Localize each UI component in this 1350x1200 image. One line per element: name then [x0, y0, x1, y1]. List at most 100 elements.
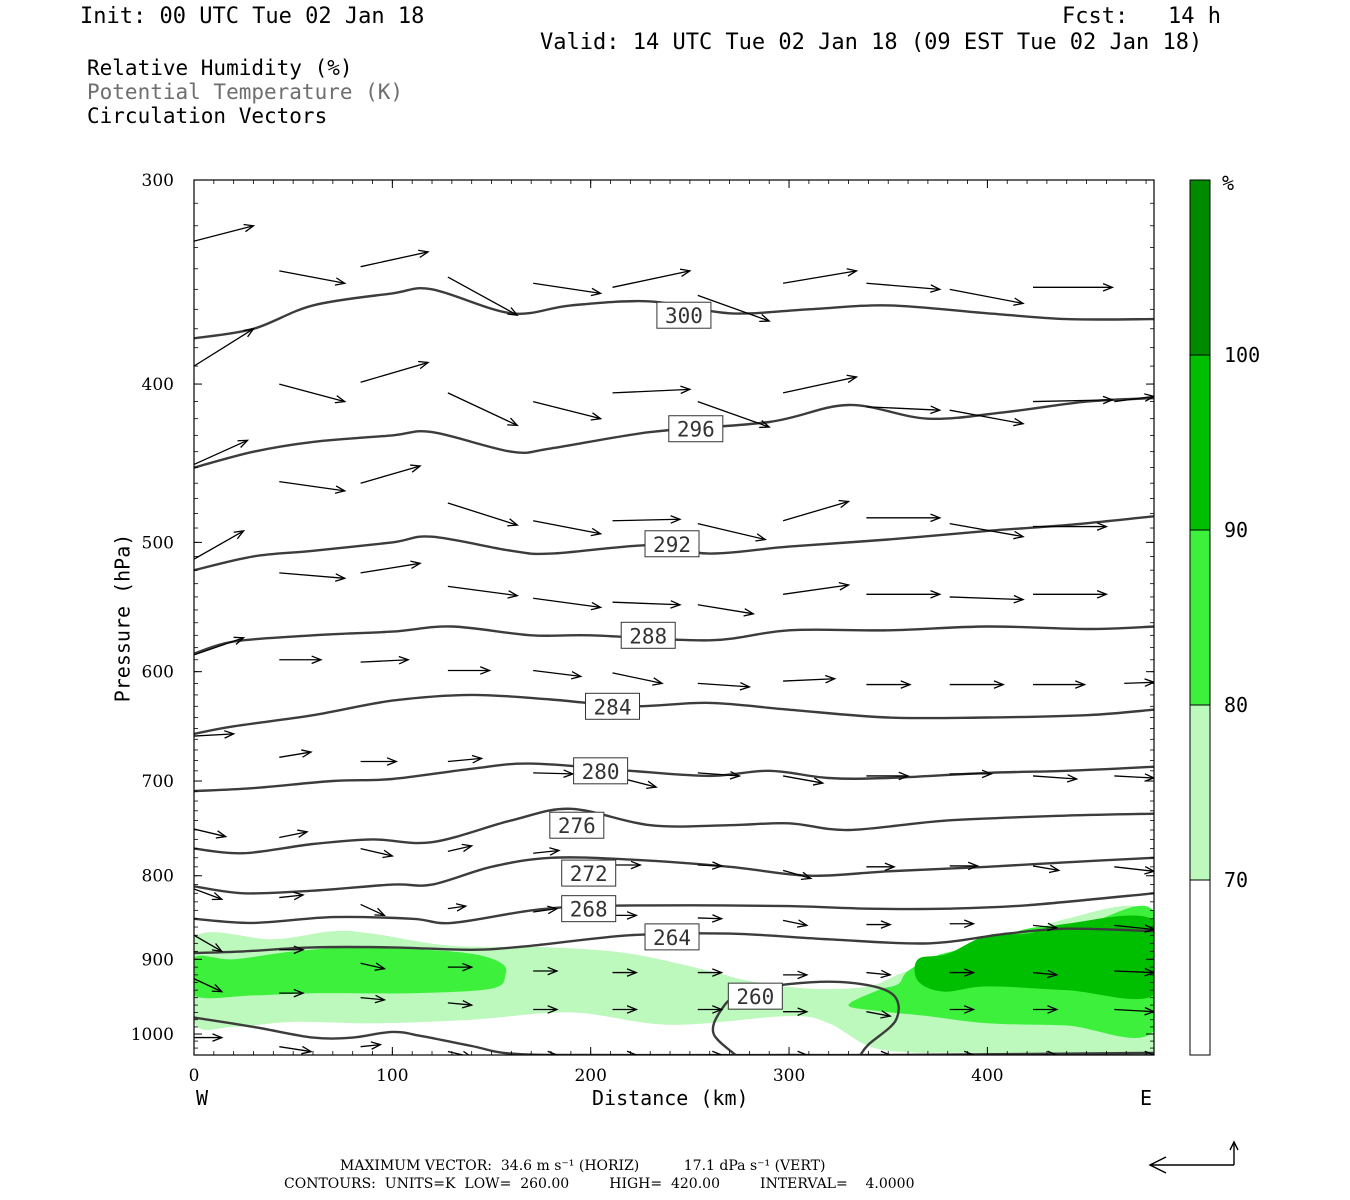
theta-contour-272 — [194, 856, 1154, 895]
vector-arrow — [447, 843, 474, 853]
vector-arrow — [1033, 1050, 1059, 1055]
theta-contour-288 — [194, 625, 1154, 655]
y-tick-label: 700 — [142, 772, 174, 792]
vector-arrow — [1032, 395, 1115, 405]
contour-label-284: 284 — [585, 692, 641, 720]
contour-info: CONTOURS: UNITS=K LOW= 260.00 HIGH= 420.… — [284, 1176, 915, 1192]
theta-contour-260 — [194, 1016, 1154, 1055]
vector-arrow — [194, 223, 256, 242]
vector-arrow — [447, 754, 484, 764]
vector-arrow — [279, 829, 309, 839]
vector-arrow — [612, 1005, 639, 1014]
vector-arrow — [782, 869, 813, 881]
vector-arrow — [360, 249, 430, 268]
colorbar: 70 80 90 100% — [1189, 171, 1260, 1056]
x-tick-label: 0 — [189, 1066, 200, 1086]
vector-arrow — [612, 968, 639, 977]
vector-arrow — [866, 589, 942, 599]
vector-arrow — [1032, 774, 1079, 783]
vector-arrow — [279, 1045, 313, 1055]
plot-frame — [193, 179, 1155, 1056]
vector-arrow — [697, 604, 756, 617]
vector-arrow — [360, 757, 399, 766]
vector-arrow — [1114, 1050, 1154, 1055]
x-axis-right-label: E — [1140, 1086, 1153, 1110]
vector-arrow — [612, 911, 639, 920]
vector-arrow — [866, 282, 942, 293]
vector-arrow — [447, 585, 520, 599]
vector-arrow — [782, 374, 859, 394]
vector-arrow — [194, 327, 255, 367]
vector-arrow — [866, 1010, 892, 1019]
contour-label-text: 268 — [570, 898, 608, 922]
vector-arrow — [1032, 864, 1061, 874]
contour-label-text: 272 — [570, 862, 608, 886]
vector-arrow — [949, 1005, 976, 1014]
vector-arrow — [279, 270, 347, 286]
vector-arrow — [360, 360, 430, 383]
vector-arrow — [866, 1050, 892, 1055]
forecast-hour: Fcst: 14 h — [1062, 4, 1221, 29]
vector-arrow — [697, 861, 724, 870]
rh-region-80-90 — [194, 947, 507, 999]
vector-arrow — [533, 282, 603, 297]
vector-arrow — [697, 400, 771, 429]
colorbar-unit: % — [1222, 171, 1234, 195]
vector-arrow — [612, 515, 682, 524]
contour-label-text: 264 — [653, 926, 691, 950]
vector-arrow — [1033, 589, 1109, 599]
vector-arrow — [1033, 283, 1115, 292]
vector-arrow — [447, 392, 519, 427]
vector-arrow — [1114, 865, 1154, 875]
vector-arrow — [697, 1050, 724, 1055]
vector-arrow — [447, 502, 519, 527]
colorbar-segment — [1190, 880, 1210, 1055]
vector-arrow — [447, 276, 519, 317]
vector-arrow — [949, 968, 976, 977]
contour-label-280: 280 — [573, 757, 629, 785]
vector-arrow — [360, 1041, 383, 1050]
vector-arrow — [360, 464, 422, 484]
x-axis-title: Distance (km) — [592, 1086, 749, 1110]
contour-label-text: 276 — [558, 814, 596, 838]
vector-arrow — [533, 669, 583, 680]
vector-arrow — [949, 409, 1025, 427]
vector-arrow — [783, 1007, 809, 1017]
contour-label-268: 268 — [561, 895, 617, 923]
vector-arrow — [1124, 678, 1154, 687]
vector-arrow — [1033, 1005, 1059, 1014]
contour-label-text: 292 — [653, 533, 691, 557]
vector-arrow — [866, 862, 896, 872]
vector-arrow — [194, 730, 236, 739]
max-vector-arrow-icon — [1148, 1140, 1239, 1174]
vector-arrow — [612, 860, 643, 870]
contour-label-260: 260 — [727, 982, 783, 1010]
vector-arrow — [279, 749, 313, 758]
contour-label-text: 296 — [677, 418, 715, 442]
vector-arrow — [447, 903, 468, 912]
vector-arrow — [782, 268, 859, 284]
vector-arrow — [194, 439, 250, 466]
x-tick-label: 200 — [574, 1066, 606, 1086]
colorbar-segment — [1190, 355, 1210, 530]
vector-arrow — [1032, 969, 1059, 979]
valid-time: Valid: 14 UTC Tue 02 Jan 18 (09 EST Tue … — [540, 30, 1203, 55]
init-time: Init: 00 UTC Tue 02 Jan 18 — [80, 4, 425, 29]
colorbar-segment — [1190, 705, 1210, 880]
y-tick-label: 900 — [142, 950, 174, 970]
vector-arrow — [360, 994, 387, 1004]
vector-arrow — [949, 769, 994, 779]
vector-arrow — [949, 680, 1006, 689]
contour-label-300: 300 — [656, 301, 712, 329]
x-axis-left-label: W — [196, 1086, 209, 1110]
contour-label-text: 300 — [665, 304, 703, 328]
vector-arrow — [279, 572, 347, 582]
vector-arrow — [279, 891, 305, 901]
vector-arrow — [783, 970, 809, 980]
vector-arrow — [949, 523, 1025, 540]
contour-label-296: 296 — [668, 415, 724, 443]
vector-arrow — [194, 636, 246, 656]
vector-arrow — [360, 962, 387, 971]
vector-arrow — [1114, 773, 1154, 782]
